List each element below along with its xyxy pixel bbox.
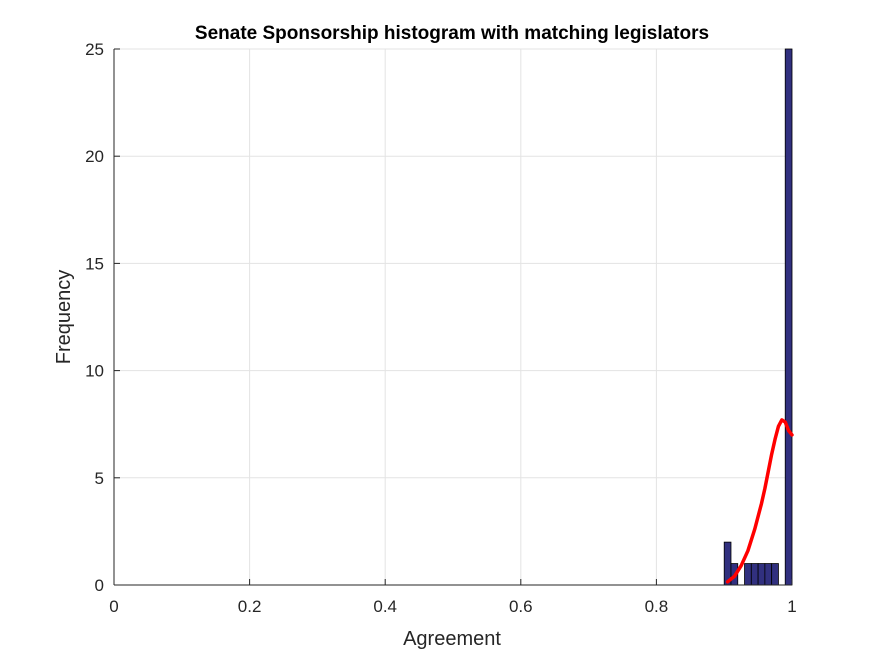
fit-curve-group	[725, 418, 794, 584]
x-tick-label: 0.4	[373, 597, 397, 616]
y-tick-label: 10	[85, 362, 104, 381]
histogram-bars	[723, 48, 793, 586]
y-tick-label: 15	[85, 254, 104, 273]
histogram-bar	[764, 563, 773, 586]
x-tick-label: 1	[787, 597, 796, 616]
y-tick-label: 0	[95, 576, 104, 595]
y-axis-label: Frequency	[53, 270, 75, 365]
fit-curve-line	[725, 418, 794, 584]
x-tick-label: 0.8	[645, 597, 669, 616]
x-axis-label: Agreement	[403, 628, 501, 650]
x-tick-label: 0.6	[509, 597, 533, 616]
y-tick-label: 20	[85, 147, 104, 166]
x-tick-label: 0.2	[238, 597, 262, 616]
chart-title: Senate Sponsorship histogram with matchi…	[195, 23, 709, 44]
histogram-bar	[750, 563, 759, 586]
x-tick-label: 0	[109, 597, 118, 616]
grid	[113, 48, 793, 586]
histogram-bar	[771, 563, 779, 586]
histogram-bar	[757, 563, 766, 586]
axes	[113, 48, 793, 586]
histogram-bar	[784, 48, 793, 586]
y-tick-label: 25	[85, 40, 104, 59]
histogram-bar	[744, 563, 752, 586]
y-tick-label: 5	[95, 469, 104, 488]
